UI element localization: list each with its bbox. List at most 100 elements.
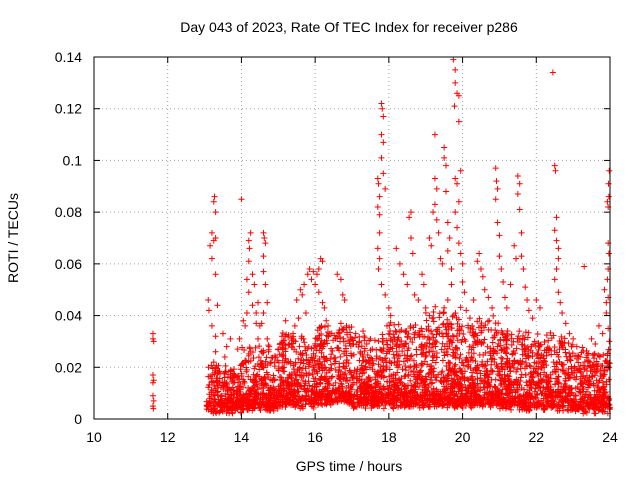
data-point <box>246 344 253 351</box>
data-point <box>380 367 387 374</box>
data-point <box>335 345 342 352</box>
data-point <box>204 403 211 410</box>
data-point <box>251 404 258 411</box>
data-point <box>149 379 156 386</box>
data-point <box>553 214 560 221</box>
data-point <box>478 266 484 273</box>
data-point <box>404 394 411 400</box>
data-point <box>461 289 468 296</box>
data-point <box>497 382 504 389</box>
data-point <box>275 359 282 366</box>
x-tick-label: 18 <box>381 429 397 445</box>
data-point <box>496 368 503 375</box>
data-point <box>560 361 567 368</box>
data-point <box>247 391 254 398</box>
data-point <box>479 358 486 365</box>
data-point <box>498 327 505 334</box>
data-point <box>376 211 383 218</box>
data-point <box>308 354 315 361</box>
data-point <box>546 391 553 398</box>
data-point <box>472 396 479 403</box>
data-point <box>396 260 403 267</box>
data-point <box>350 405 357 412</box>
data-point <box>551 344 558 351</box>
data-point <box>313 383 320 390</box>
data-point <box>373 392 380 399</box>
data-point <box>314 327 321 334</box>
data-point <box>450 333 457 340</box>
data-point <box>454 401 461 408</box>
data-point <box>498 347 505 354</box>
data-point <box>321 304 328 311</box>
data-point <box>564 406 571 413</box>
data-point <box>393 245 400 252</box>
data-point <box>443 349 450 356</box>
data-point <box>433 377 440 384</box>
data-point <box>246 245 253 252</box>
data-point <box>337 353 344 360</box>
data-point <box>407 235 414 241</box>
y-tick-label: 0.14 <box>55 49 82 65</box>
data-point <box>292 372 299 379</box>
data-point <box>328 374 335 381</box>
data-point <box>252 344 259 351</box>
data-point <box>453 332 460 339</box>
data-point <box>496 405 503 412</box>
data-point <box>450 56 457 63</box>
data-point <box>441 154 448 161</box>
data-point <box>451 392 458 399</box>
data-point <box>485 399 492 406</box>
data-point <box>299 291 306 298</box>
data-point <box>541 364 548 371</box>
data-point <box>504 355 511 362</box>
data-point <box>439 357 446 364</box>
data-point <box>358 362 365 369</box>
data-point <box>550 359 557 366</box>
data-point <box>313 347 320 354</box>
data-point <box>352 330 359 337</box>
data-point <box>262 380 269 387</box>
data-point <box>604 352 611 359</box>
data-point <box>454 320 461 327</box>
data-point <box>392 327 399 334</box>
data-point <box>205 307 212 314</box>
data-point <box>433 185 440 192</box>
data-point <box>603 299 610 306</box>
data-point <box>585 358 592 365</box>
data-point <box>319 258 326 265</box>
data-point <box>304 345 311 352</box>
data-point <box>407 335 414 342</box>
y-tick-label: 0.12 <box>55 101 82 117</box>
data-point <box>572 393 579 400</box>
data-point <box>595 379 602 386</box>
data-point <box>241 378 248 385</box>
data-point <box>479 273 486 280</box>
data-point <box>538 397 545 404</box>
data-point <box>507 387 514 394</box>
data-point <box>522 348 529 355</box>
data-point <box>332 354 339 361</box>
data-point <box>384 322 391 329</box>
data-point <box>325 378 332 385</box>
data-point <box>422 381 429 388</box>
data-point <box>467 329 474 336</box>
data-point <box>379 368 386 375</box>
data-point <box>514 366 521 373</box>
data-point <box>398 375 405 382</box>
data-point <box>403 383 410 390</box>
data-point <box>261 401 268 408</box>
data-point <box>260 268 267 275</box>
data-point <box>326 330 333 337</box>
data-point <box>587 394 594 401</box>
data-point <box>460 362 467 369</box>
data-point <box>403 397 410 404</box>
data-point <box>249 271 256 278</box>
data-point <box>387 312 394 319</box>
data-point <box>331 332 338 339</box>
data-point <box>498 375 505 382</box>
data-point <box>328 345 335 352</box>
data-point <box>533 360 540 367</box>
data-point <box>208 375 215 382</box>
data-point <box>325 395 332 402</box>
data-point <box>294 366 301 373</box>
